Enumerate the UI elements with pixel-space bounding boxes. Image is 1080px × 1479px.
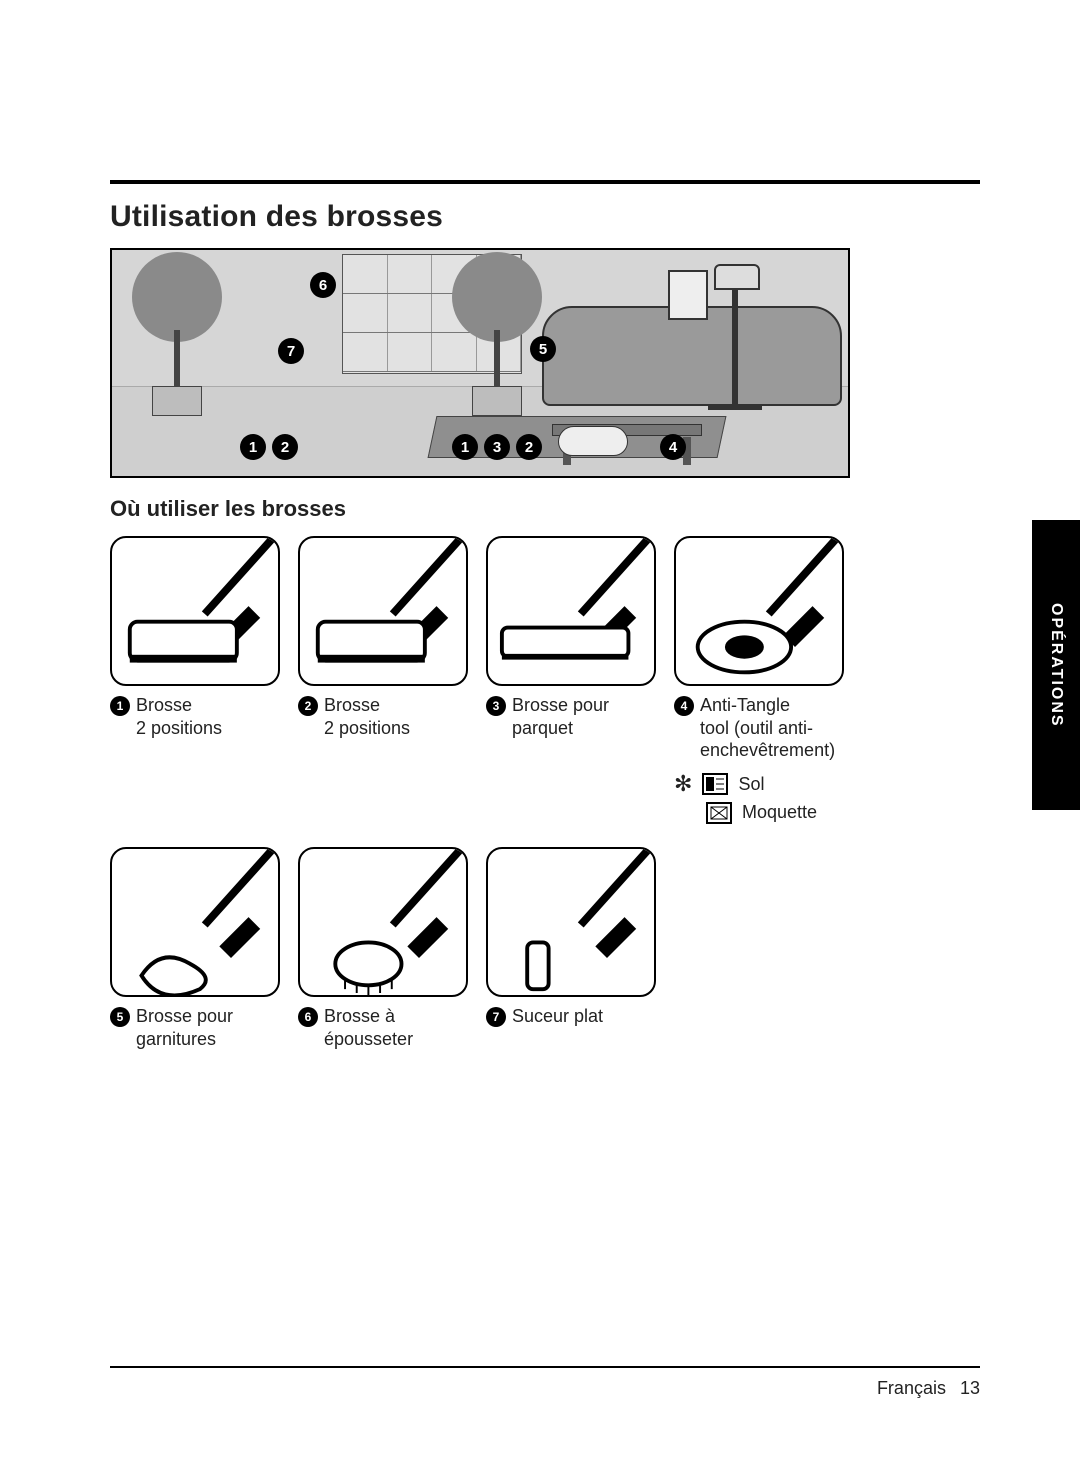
brush-caption: 1 Brosse2 positions xyxy=(110,694,280,739)
caption-text: Brosse2 positions xyxy=(324,694,410,739)
scene-badge: 5 xyxy=(530,336,556,362)
brush-card: 6 Brosse àépousseter xyxy=(298,847,468,1050)
side-tab-label: OPÉRATIONS xyxy=(1047,603,1065,728)
brush-illustration xyxy=(674,536,844,686)
brush-illustration xyxy=(110,847,280,997)
caption-badge: 5 xyxy=(110,1007,130,1027)
scene-badge: 6 xyxy=(310,272,336,298)
brush-card: 4 Anti-Tangletool (outil anti-enchevêtrem… xyxy=(674,536,844,827)
brush-grid: 1 Brosse2 positions 2 Brosse2 positions 3 Bro… xyxy=(110,536,870,1050)
caption-badge: 2 xyxy=(298,696,318,716)
brush-card: 2 Brosse2 positions xyxy=(298,536,468,827)
footer-page-number: 13 xyxy=(960,1378,980,1399)
brush-caption: 5 Brosse pourgarnitures xyxy=(110,1005,280,1050)
caption-text: Brosse2 positions xyxy=(136,694,222,739)
legend-moquette: Moquette xyxy=(742,798,817,827)
caption-badge: 3 xyxy=(486,696,506,716)
brush-illustration xyxy=(298,536,468,686)
section-title: Utilisation des brosses xyxy=(110,200,980,234)
caption-text: Brosse àépousseter xyxy=(324,1005,413,1050)
manual-page: Utilisation des brosses 675121324 Où uti… xyxy=(0,0,1080,1479)
page-footer: Français 13 xyxy=(110,1366,980,1399)
footer-lang: Français xyxy=(877,1378,946,1399)
brush-caption: 2 Brosse2 positions xyxy=(298,694,468,739)
brush-caption: 4 Anti-Tangletool (outil anti-enchevêtrem… xyxy=(674,694,844,762)
brush-illustration xyxy=(486,536,656,686)
caption-text: Suceur plat xyxy=(512,1005,603,1028)
surface-legend: ✻ SolMoquette xyxy=(674,770,844,828)
caption-text: Brosse pourgarnitures xyxy=(136,1005,233,1050)
scene-badge: 2 xyxy=(272,434,298,460)
side-tab-operations: OPÉRATIONS xyxy=(1032,520,1080,810)
scene-badge: 2 xyxy=(516,434,542,460)
caption-text: Brosse pourparquet xyxy=(512,694,609,739)
sub-title: Où utiliser les brosses xyxy=(110,496,980,522)
sol-icon xyxy=(702,773,728,795)
brush-card: 5 Brosse pourgarnitures xyxy=(110,847,280,1050)
caption-badge: 4 xyxy=(674,696,694,716)
brush-caption: 6 Brosse àépousseter xyxy=(298,1005,468,1050)
scene-badge: 4 xyxy=(660,434,686,460)
scene-illustration: 675121324 xyxy=(110,248,850,478)
moquette-icon xyxy=(706,802,732,824)
caption-badge: 7 xyxy=(486,1007,506,1027)
brush-caption: 3 Brosse pourparquet xyxy=(486,694,656,739)
scene-badge: 7 xyxy=(278,338,304,364)
asterisk-icon: ✻ xyxy=(674,773,692,795)
caption-text: Anti-Tangletool (outil anti-enchevêtreme… xyxy=(700,694,835,762)
scene-badge: 3 xyxy=(484,434,510,460)
scene-badge: 1 xyxy=(452,434,478,460)
brush-illustration xyxy=(486,847,656,997)
brush-card: 1 Brosse2 positions xyxy=(110,536,280,827)
brush-illustration xyxy=(110,536,280,686)
legend-sol: Sol xyxy=(738,770,764,799)
caption-badge: 6 xyxy=(298,1007,318,1027)
top-rule xyxy=(110,180,980,184)
caption-badge: 1 xyxy=(110,696,130,716)
brush-card: 3 Brosse pourparquet xyxy=(486,536,656,827)
brush-card: 7 Suceur plat xyxy=(486,847,656,1050)
brush-illustration xyxy=(298,847,468,997)
brush-caption: 7 Suceur plat xyxy=(486,1005,656,1028)
scene-badge: 1 xyxy=(240,434,266,460)
